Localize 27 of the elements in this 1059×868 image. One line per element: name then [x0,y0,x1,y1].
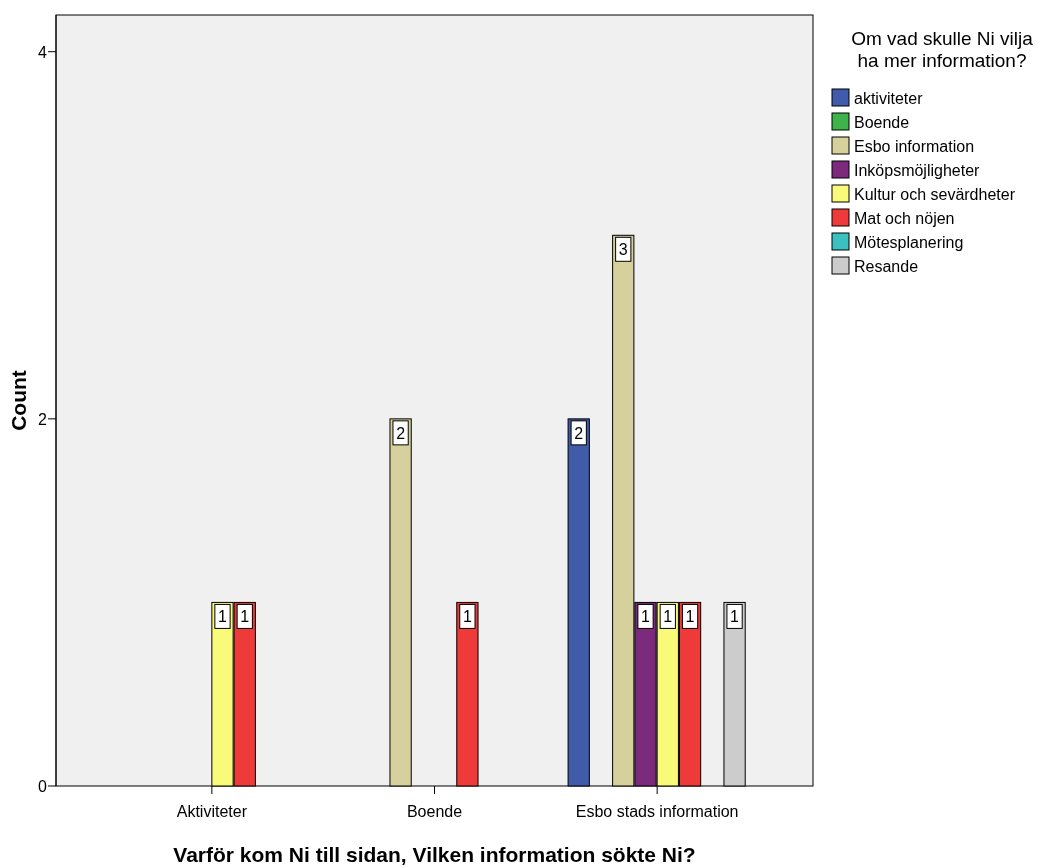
y-tick-label: 2 [38,410,48,428]
data-label: 2 [574,424,584,442]
data-label: 2 [396,424,406,442]
data-label: 1 [462,608,472,626]
data-label: 1 [663,608,673,626]
x-tick-label: Boende [406,803,463,820]
legend-label: Resande [854,258,919,275]
data-label: 3 [618,241,628,259]
legend-label: Mötesplanering [854,234,964,251]
data-label: 1 [685,608,695,626]
data-label: 1 [641,608,651,626]
data-label: 1 [240,608,250,626]
legend-label: Kultur och sevärdheter [854,186,1016,203]
x-axis-title: Varför kom Ni till sidan, Vilken information sökte Ni? [173,843,696,866]
legend-title: Om vad skulle Ni vilja ha mer information? [851,28,1034,71]
y-tick-label: 0 [38,778,48,795]
y-axis-title: Count [7,370,30,431]
legend-label: Inköpsmöjligheter [854,162,981,179]
legend-label: Mat och nöjen [854,210,955,227]
x-tick-label: Aktiviteter [176,803,248,820]
x-tick-label: Esbo stads information [575,803,739,820]
legend-label: aktiviteter [854,90,924,107]
data-label: 1 [730,608,740,626]
y-tick-label: 4 [38,43,48,61]
data-label: 1 [218,608,228,626]
legend-label: Boende [854,114,910,131]
legend-label: Esbo information [854,138,975,155]
